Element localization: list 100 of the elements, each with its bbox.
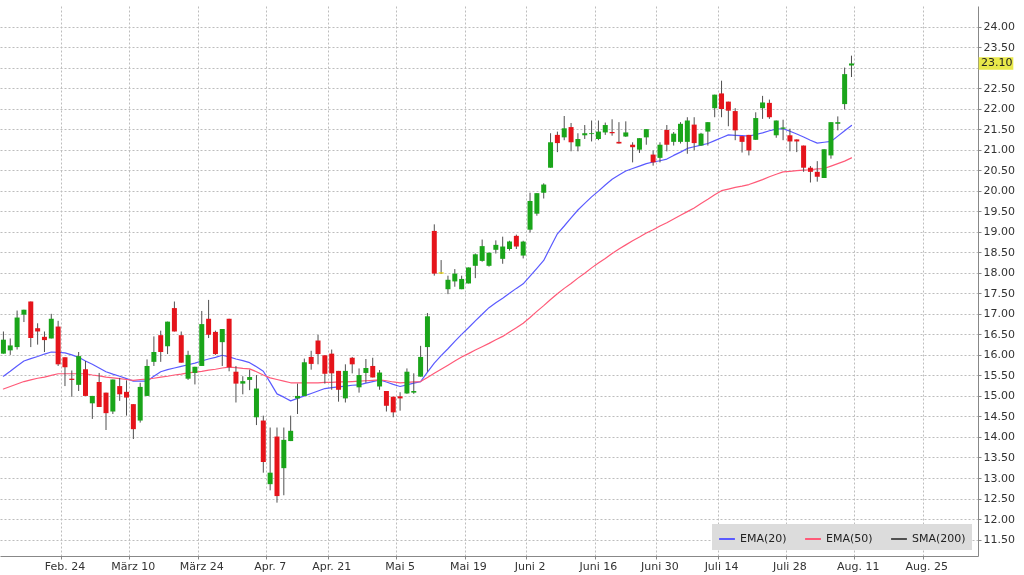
candlestick bbox=[247, 369, 253, 391]
candlestick bbox=[171, 301, 177, 332]
x-tick-label: Juni 16 bbox=[578, 559, 618, 573]
x-tick-label: Mai 19 bbox=[450, 559, 487, 573]
candlestick bbox=[322, 354, 328, 385]
y-tick-label: 12.00 bbox=[983, 512, 1015, 526]
y-tick-label: 18.00 bbox=[983, 266, 1015, 280]
y-tick-label: 22.00 bbox=[983, 102, 1015, 116]
legend-label: SMA(200) bbox=[912, 532, 966, 545]
candlestick bbox=[329, 349, 335, 391]
candlestick bbox=[848, 55, 854, 78]
candlestick bbox=[760, 95, 766, 120]
x-tick-label: Juni 30 bbox=[640, 559, 679, 573]
x-tick-label: Juni 2 bbox=[513, 559, 546, 573]
candlestick bbox=[219, 328, 225, 367]
candlestick bbox=[595, 120, 601, 141]
candlestick bbox=[411, 372, 417, 395]
candlestick bbox=[0, 330, 6, 355]
candlestick bbox=[240, 375, 246, 395]
x-tick-label: Mai 5 bbox=[385, 559, 415, 573]
y-tick-label: 20.50 bbox=[983, 163, 1015, 177]
y-tick-label: 20.00 bbox=[983, 184, 1015, 198]
y-tick-label: 15.00 bbox=[983, 389, 1015, 403]
candlestick bbox=[48, 313, 54, 339]
candlestick bbox=[212, 330, 218, 356]
y-tick-label: 17.00 bbox=[983, 307, 1015, 321]
y-tick-label: 23.50 bbox=[983, 40, 1015, 54]
candlestick bbox=[589, 120, 595, 142]
x-tick-label: Juli 14 bbox=[703, 559, 739, 573]
candlestick bbox=[418, 345, 424, 378]
y-tick-label: 15.50 bbox=[983, 368, 1015, 382]
candlestick bbox=[35, 322, 41, 346]
legend-label: EMA(50) bbox=[826, 532, 873, 545]
candlestick bbox=[151, 335, 157, 367]
candlestick bbox=[691, 116, 697, 151]
y-tick-label: 14.00 bbox=[983, 430, 1015, 444]
candlestick bbox=[705, 121, 711, 147]
candlestick bbox=[725, 101, 731, 127]
candlestick bbox=[801, 145, 807, 173]
candlestick bbox=[363, 358, 369, 384]
annotation: 23.10 bbox=[981, 56, 1013, 70]
legend-label: EMA(20) bbox=[740, 532, 787, 545]
candlestick bbox=[288, 415, 294, 442]
candlestick bbox=[664, 124, 670, 152]
candlestick bbox=[500, 236, 506, 265]
y-tick-label: 13.00 bbox=[983, 471, 1015, 485]
y-tick-label: 21.50 bbox=[983, 122, 1015, 136]
candlestick bbox=[206, 299, 212, 339]
y-tick-label: 13.50 bbox=[983, 450, 1015, 464]
candlestick bbox=[158, 330, 164, 363]
candlestick bbox=[472, 253, 478, 279]
x-tick-label: Feb. 24 bbox=[44, 559, 86, 573]
x-tick-label: Apr. 21 bbox=[312, 559, 352, 573]
x-tick-label: Aug. 25 bbox=[905, 559, 948, 573]
y-tick-label: 17.50 bbox=[983, 286, 1015, 300]
candlestick bbox=[383, 390, 389, 413]
y-tick-label: 16.00 bbox=[983, 348, 1015, 362]
y-tick-label: 22.50 bbox=[983, 81, 1015, 95]
candlestick bbox=[780, 119, 786, 141]
candlestick bbox=[124, 379, 130, 417]
candlestick bbox=[814, 160, 820, 183]
candlestick bbox=[561, 115, 567, 141]
candlestick bbox=[315, 334, 321, 365]
candlestick bbox=[377, 369, 383, 391]
y-tick-label: 19.50 bbox=[983, 204, 1015, 218]
candlestick bbox=[753, 111, 759, 141]
candlestick bbox=[554, 131, 560, 153]
candlestick bbox=[678, 121, 683, 144]
x-tick-label: März 10 bbox=[111, 559, 156, 573]
y-tick-label: 18.50 bbox=[983, 245, 1015, 259]
candlestick bbox=[267, 427, 273, 491]
candlestick bbox=[616, 121, 622, 144]
candlestick bbox=[657, 141, 663, 163]
y-tick-label: 12.50 bbox=[983, 492, 1015, 506]
candlestick bbox=[103, 392, 109, 431]
x-tick-label: März 24 bbox=[179, 559, 224, 573]
candlestick bbox=[438, 259, 444, 275]
y-tick-label: 24.00 bbox=[983, 20, 1015, 34]
candlestick bbox=[684, 116, 690, 155]
candlestick bbox=[650, 149, 656, 167]
candlestick bbox=[719, 80, 725, 118]
candlestick bbox=[445, 275, 451, 295]
x-tick-label: Juli 28 bbox=[772, 559, 807, 573]
candlestick bbox=[117, 377, 123, 402]
candlestick bbox=[356, 367, 362, 394]
y-tick-label: 16.50 bbox=[983, 327, 1015, 341]
candlestick bbox=[41, 330, 47, 353]
y-tick-label: 21.00 bbox=[983, 143, 1015, 157]
y-tick-label: 14.50 bbox=[983, 409, 1015, 423]
candlestick bbox=[568, 122, 574, 152]
y-tick-label: 11.50 bbox=[983, 533, 1015, 547]
candlestick bbox=[732, 107, 738, 141]
candlestick bbox=[787, 128, 793, 152]
candlestick bbox=[21, 309, 27, 323]
candlestick bbox=[336, 370, 342, 403]
x-tick-label: Aug. 11 bbox=[837, 559, 880, 573]
y-tick-label: 19.00 bbox=[983, 225, 1015, 239]
candlestick bbox=[404, 367, 410, 395]
x-tick-label: Apr. 7 bbox=[254, 559, 287, 573]
candlestick bbox=[479, 239, 485, 263]
